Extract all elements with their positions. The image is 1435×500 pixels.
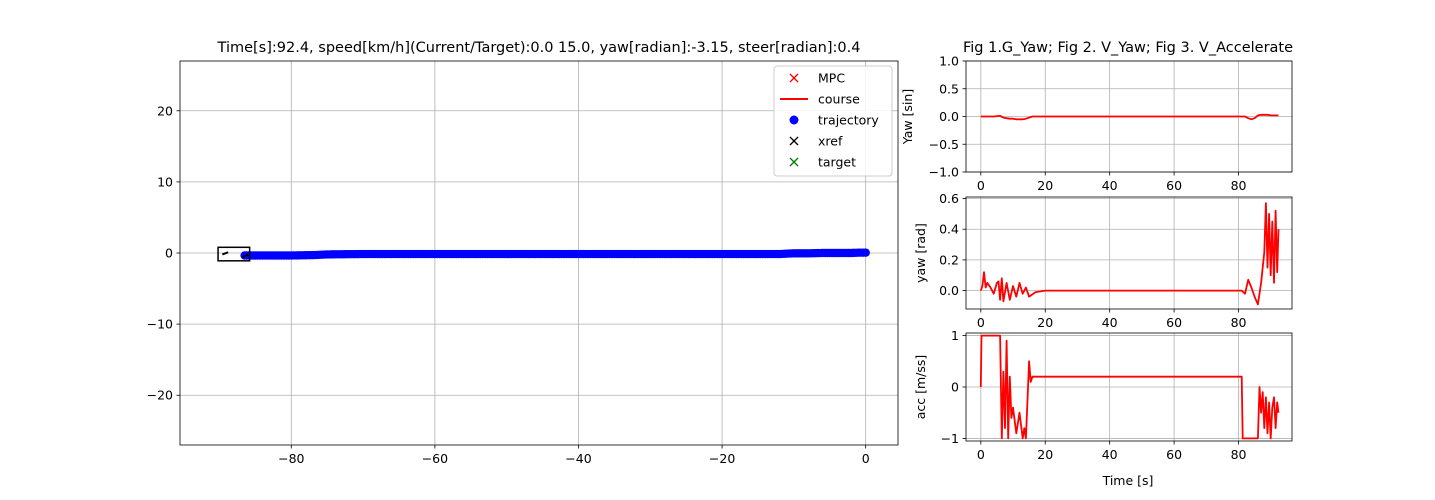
x-tick-label: 20 [1037, 178, 1053, 193]
y-axis-label: Yaw [sin] [900, 89, 915, 145]
time-axis-label: Time [s] [1102, 473, 1154, 488]
x-tick-label: −20 [709, 451, 735, 466]
axes-frame [965, 60, 1293, 173]
y-tick-label: 1.0 [939, 54, 959, 69]
y-tick-label: 0.0 [939, 109, 959, 124]
y-tick-label: 0 [165, 246, 173, 261]
yaw-rad-plot: 0 20 40 60 80 0.0 0.2 0.4 0.6 yaw [rad] [913, 191, 1293, 330]
y-tick-label: −1 [941, 431, 959, 446]
vehicle-outline [217, 246, 251, 262]
legend-frame [773, 65, 893, 177]
x-tick-label: 60 [1166, 447, 1182, 462]
x-tick-label: −80 [278, 451, 304, 466]
x-tick-label: 20 [1037, 447, 1053, 462]
legend-label: MPC [818, 71, 845, 86]
vehicle-wheel [222, 251, 229, 256]
y-tick-label: 0.2 [939, 252, 959, 267]
legend-label: target [818, 155, 856, 170]
axes-frame [965, 332, 1293, 442]
x-tick-label: 40 [1102, 315, 1118, 330]
legend-marker-x [789, 73, 799, 83]
x-tick-label: 0 [977, 315, 985, 330]
legend-marker-x [789, 157, 799, 167]
legend-label: xref [818, 134, 843, 149]
legend-marker-x [789, 136, 799, 146]
x-tick-label: 40 [1102, 178, 1118, 193]
y-tick-label: −0.5 [929, 137, 959, 152]
yaw-sin-plot: Fig 1.G_Yaw; Fig 2. V_Yaw; Fig 3. V_Acce… [900, 40, 1293, 193]
axes-frame [179, 60, 899, 446]
x-tick-label: 0 [977, 447, 985, 462]
x-tick-label: 0 [977, 178, 985, 193]
axes-frame [965, 196, 1293, 310]
x-tick-label: −40 [565, 451, 591, 466]
x-tick-label: 40 [1102, 447, 1118, 462]
y-axis-label: acc [m/ss] [913, 355, 928, 420]
legend: MPC course trajectory xref target [773, 65, 893, 177]
y-tick-label: 20 [157, 103, 173, 118]
trajectory-series [240, 248, 870, 260]
x-tick-label: 80 [1231, 315, 1247, 330]
subplots-title: Fig 1.G_Yaw; Fig 2. V_Yaw; Fig 3. V_Acce… [963, 40, 1293, 56]
main-plot-title: Time[s]:92.4, speed[km/h](Current/Target… [217, 40, 861, 56]
y-tick-label: 1 [951, 328, 959, 343]
fig1-series-line [980, 113, 1279, 121]
y-tick-label: 0.4 [939, 222, 959, 237]
x-tick-label: 80 [1231, 178, 1247, 193]
vehicle-wheel [242, 253, 249, 259]
x-tick-label: 60 [1166, 315, 1182, 330]
x-tick-label: −60 [422, 451, 448, 466]
x-tick-label: 60 [1166, 178, 1182, 193]
acceleration-plot: Time [s] 0 20 40 60 80 −1 0 1 acc [m/ss] [913, 328, 1293, 488]
legend-label: course [818, 92, 860, 107]
y-tick-label: 0.0 [939, 283, 959, 298]
y-tick-label: −10 [147, 317, 173, 332]
y-axis-label: yaw [rad] [913, 223, 928, 283]
x-tick-label: 80 [1231, 447, 1247, 462]
x-tick-label: 0 [862, 451, 870, 466]
y-tick-label: 10 [157, 174, 173, 189]
y-tick-label: −20 [147, 388, 173, 403]
legend-label: trajectory [818, 113, 879, 128]
y-tick-label: −1.0 [929, 165, 959, 180]
y-tick-label: 0 [951, 380, 959, 395]
fig2-series-line [979, 202, 1280, 306]
y-tick-label: 0.5 [939, 81, 959, 96]
fig3-series-line [979, 334, 1280, 440]
main-trajectory-plot: Time[s]:92.4, speed[km/h](Current/Target… [147, 40, 899, 466]
legend-marker-dot [789, 115, 799, 125]
y-tick-label: 0.6 [939, 191, 959, 206]
x-tick-label: 20 [1037, 315, 1053, 330]
